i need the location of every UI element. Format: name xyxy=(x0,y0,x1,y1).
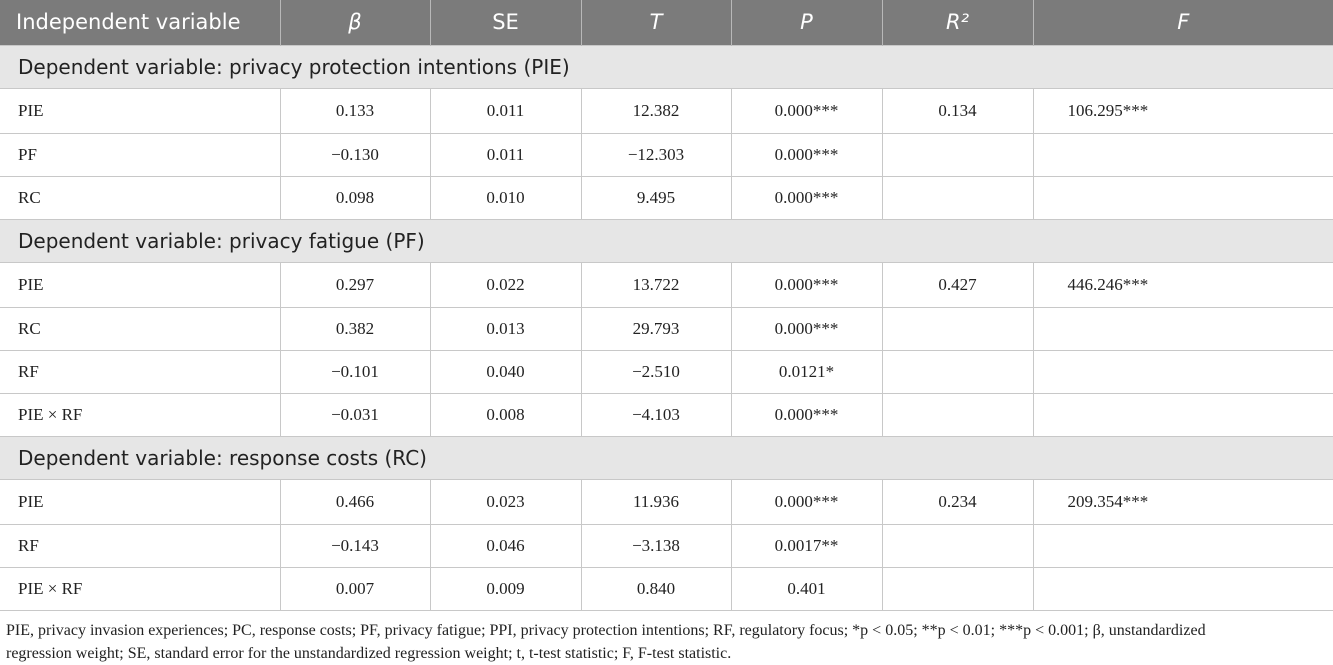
cell-variable: RF xyxy=(0,350,281,394)
regression-table: Independent variable β SE T P R² F Depen… xyxy=(0,0,1333,611)
table-row: RF −0.101 0.040 −2.510 0.0121* xyxy=(0,350,1333,394)
header-row: Independent variable β SE T P R² F xyxy=(0,0,1333,45)
cell-f xyxy=(1033,393,1333,437)
cell-r-squared: 0.234 xyxy=(882,479,1034,525)
cell-f xyxy=(1033,133,1333,177)
table-row: RC 0.382 0.013 29.793 0.000*** xyxy=(0,307,1333,351)
cell-variable: PF xyxy=(0,133,281,177)
cell-se: 0.010 xyxy=(430,176,582,220)
footnote-line-1: PIE, privacy invasion experiences; PC, r… xyxy=(6,622,1206,639)
table-row: PIE 0.297 0.022 13.722 0.000*** 0.427 446.246*… xyxy=(0,262,1333,308)
section-title: Dependent variable: response costs (RC) xyxy=(0,435,1333,480)
cell-se: 0.013 xyxy=(430,307,582,351)
cell-r-squared xyxy=(882,176,1034,220)
cell-se: 0.023 xyxy=(430,479,582,525)
cell-variable: RF xyxy=(0,524,281,568)
cell-r-squared xyxy=(882,307,1034,351)
cell-t: −2.510 xyxy=(581,350,732,394)
header-r-squared: R² xyxy=(882,0,1034,45)
header-independent-variable: Independent variable xyxy=(0,0,281,45)
cell-variable: PIE xyxy=(0,262,281,308)
section-header-row: Dependent variable: privacy fatigue (PF) xyxy=(0,218,1333,263)
cell-variable: RC xyxy=(0,307,281,351)
header-beta: β xyxy=(280,0,431,45)
cell-p: 0.000*** xyxy=(731,133,883,177)
footnote-line-2: regression weight; SE, standard error fo… xyxy=(6,645,732,662)
cell-t: 12.382 xyxy=(581,88,732,134)
cell-p: 0.0121* xyxy=(731,350,883,394)
table-row: PIE × RF 0.007 0.009 0.840 0.401 xyxy=(0,567,1333,611)
cell-p: 0.000*** xyxy=(731,88,883,134)
cell-beta: −0.101 xyxy=(280,350,431,394)
cell-beta: 0.098 xyxy=(280,176,431,220)
cell-f: 209.354*** xyxy=(1033,479,1333,525)
cell-f xyxy=(1033,307,1333,351)
table-row: PIE 0.466 0.023 11.936 0.000*** 0.234 209.354*… xyxy=(0,479,1333,525)
cell-r-squared xyxy=(882,567,1034,611)
cell-r-squared xyxy=(882,350,1034,394)
cell-beta: −0.143 xyxy=(280,524,431,568)
cell-se: 0.046 xyxy=(430,524,582,568)
table-row: RC 0.098 0.010 9.495 0.000*** xyxy=(0,176,1333,220)
section-header-row: Dependent variable: privacy protection i… xyxy=(0,44,1333,89)
cell-beta: −0.130 xyxy=(280,133,431,177)
cell-beta: 0.297 xyxy=(280,262,431,308)
table-row: PIE 0.133 0.011 12.382 0.000*** 0.134 106.295*… xyxy=(0,88,1333,134)
cell-p: 0.0017** xyxy=(731,524,883,568)
cell-p: 0.000*** xyxy=(731,479,883,525)
cell-r-squared: 0.427 xyxy=(882,262,1034,308)
cell-f xyxy=(1033,176,1333,220)
table-footnote: PIE, privacy invasion experiences; PC, r… xyxy=(6,619,1328,665)
cell-se: 0.008 xyxy=(430,393,582,437)
cell-t: 29.793 xyxy=(581,307,732,351)
section-title: Dependent variable: privacy fatigue (PF) xyxy=(0,218,1333,263)
header-p: P xyxy=(731,0,883,45)
header-t: T xyxy=(581,0,732,45)
cell-f: 446.246*** xyxy=(1033,262,1333,308)
cell-beta: 0.007 xyxy=(280,567,431,611)
cell-se: 0.011 xyxy=(430,88,582,134)
cell-r-squared: 0.134 xyxy=(882,88,1034,134)
cell-beta: 0.466 xyxy=(280,479,431,525)
cell-f xyxy=(1033,524,1333,568)
cell-p: 0.000*** xyxy=(731,393,883,437)
cell-t: 13.722 xyxy=(581,262,732,308)
table-row: PF −0.130 0.011 −12.303 0.000*** xyxy=(0,133,1333,177)
cell-f: 106.295*** xyxy=(1033,88,1333,134)
cell-se: 0.040 xyxy=(430,350,582,394)
table-row: RF −0.143 0.046 −3.138 0.0017** xyxy=(0,524,1333,568)
cell-f xyxy=(1033,350,1333,394)
cell-t: −4.103 xyxy=(581,393,732,437)
cell-beta: 0.382 xyxy=(280,307,431,351)
cell-se: 0.011 xyxy=(430,133,582,177)
section-title: Dependent variable: privacy protection i… xyxy=(0,44,1333,89)
cell-variable: PIE xyxy=(0,88,281,134)
table-row: PIE × RF −0.031 0.008 −4.103 0.000*** xyxy=(0,393,1333,437)
section-header-row: Dependent variable: response costs (RC) xyxy=(0,435,1333,480)
cell-t: 9.495 xyxy=(581,176,732,220)
cell-r-squared xyxy=(882,524,1034,568)
cell-t: −12.303 xyxy=(581,133,732,177)
cell-r-squared xyxy=(882,133,1034,177)
cell-p: 0.000*** xyxy=(731,307,883,351)
cell-p: 0.000*** xyxy=(731,262,883,308)
cell-p: 0.000*** xyxy=(731,176,883,220)
cell-t: 11.936 xyxy=(581,479,732,525)
cell-t: 0.840 xyxy=(581,567,732,611)
cell-variable: PIE × RF xyxy=(0,393,281,437)
cell-variable: PIE × RF xyxy=(0,567,281,611)
cell-p: 0.401 xyxy=(731,567,883,611)
cell-beta: −0.031 xyxy=(280,393,431,437)
cell-f xyxy=(1033,567,1333,611)
cell-variable: RC xyxy=(0,176,281,220)
header-f: F xyxy=(1177,10,1190,35)
cell-r-squared xyxy=(882,393,1034,437)
header-se: SE xyxy=(430,0,582,45)
cell-beta: 0.133 xyxy=(280,88,431,134)
cell-se: 0.009 xyxy=(430,567,582,611)
cell-variable: PIE xyxy=(0,479,281,525)
cell-t: −3.138 xyxy=(581,524,732,568)
cell-se: 0.022 xyxy=(430,262,582,308)
